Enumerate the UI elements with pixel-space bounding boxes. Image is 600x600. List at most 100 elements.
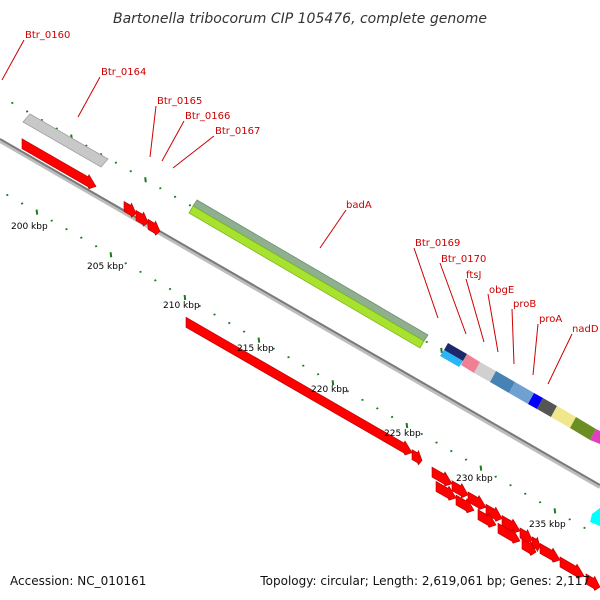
inner-minor-tick [361, 398, 364, 402]
gene-label-btr-0160: Btr_0160 [25, 30, 70, 41]
inner-minor-tick [80, 236, 83, 239]
cds-arrow [147, 218, 161, 236]
pink-gene [461, 354, 480, 373]
inner-major-tick [405, 422, 409, 429]
darkgrey-gene [537, 398, 557, 417]
inner-minor-tick [583, 526, 586, 530]
cds-arrows [21, 138, 600, 591]
accession-text: Accession: NC_010161 [10, 574, 147, 588]
gene-label-btr-0170: Btr_0170 [441, 254, 486, 265]
topology-summary-text: Topology: circular; Length: 2,619,061 bp… [260, 574, 590, 588]
inner-minor-tick [228, 321, 231, 325]
cds-arrow [477, 509, 497, 528]
inner-minor-tick [435, 441, 438, 444]
inner-minor-tick [450, 449, 453, 453]
inner-minor-tick [154, 279, 157, 282]
scale-label-230: 230 kbp [456, 474, 493, 484]
steelblue-gene-2 [509, 382, 534, 404]
inner-minor-tick [242, 330, 246, 333]
outer-minor-tick [129, 170, 132, 173]
backbone [0, 138, 600, 489]
inner-minor-tick [346, 390, 349, 393]
cyan-gene [440, 350, 463, 367]
cds-arrow [431, 466, 453, 487]
cds-arrow [451, 480, 469, 499]
gene-label-btr-0167: Btr_0167 [215, 126, 260, 137]
grey-feature-bar [22, 113, 109, 168]
inner-minor-tick [494, 475, 497, 478]
gene-label-btr-0169: Btr_0169 [415, 238, 460, 249]
lime-feature-bar [188, 205, 425, 349]
outer-major-tick [144, 177, 147, 183]
gene-label-proa: proA [539, 314, 562, 325]
cds-arrow [519, 527, 533, 545]
inner-minor-tick [139, 270, 142, 273]
inner-minor-tick [6, 193, 9, 197]
gene-label-obge: obgE [489, 285, 514, 296]
steelblue-gene-1 [490, 371, 515, 393]
gene-label-nadd: nadD [572, 324, 599, 335]
outer-minor-tick [11, 101, 14, 105]
outer-minor-tick [55, 127, 58, 130]
outer-major-tick [440, 347, 443, 354]
scale-label-210: 210 kbp [163, 301, 200, 311]
khaki-gene [551, 406, 576, 428]
label-leaders [1, 39, 573, 385]
inner-minor-tick [65, 228, 68, 231]
outer-minor-tick [25, 110, 29, 113]
gene-label-btr-0164: Btr_0164 [101, 67, 146, 78]
inner-minor-tick [198, 304, 201, 308]
scale-label-200: 200 kbp [11, 222, 48, 232]
cds-arrow [497, 522, 521, 544]
inner-minor-tick [376, 407, 379, 410]
inner-major-tick [109, 252, 113, 258]
cds-arrow [21, 138, 97, 190]
outer-minor-tick [99, 152, 103, 156]
cds-arrow [521, 538, 537, 556]
inner-minor-tick [509, 484, 512, 487]
scale-label-235: 235 kbp [529, 520, 566, 530]
magenta-gene [590, 429, 600, 444]
inner-minor-tick [568, 518, 571, 521]
inner-minor-tick [390, 415, 394, 419]
cds-arrow [135, 209, 149, 227]
feature-bars [22, 113, 429, 349]
map-title: Bartonella tribocorum CIP 105476, comple… [113, 11, 487, 27]
inner-minor-tick [124, 262, 127, 265]
blue-gene [528, 393, 543, 409]
inner-minor-tick [20, 202, 24, 205]
inner-minor-tick [272, 347, 275, 350]
gene-label-btr-0165: Btr_0165 [157, 96, 202, 107]
gene-labels: Btr_0160 Btr_0164 Btr_0165 Btr_0166 Btr_… [25, 30, 599, 335]
cds-arrow [435, 480, 457, 501]
cds-arrow [585, 573, 600, 591]
inner-tick-marks [6, 193, 586, 530]
lightgrey-gene [474, 362, 496, 382]
scale-labels: 200 kbp 205 kbp 210 kbp 215 kbp 220 kbp … [11, 222, 566, 530]
inner-minor-tick [538, 501, 542, 504]
outer-minor-tick [85, 144, 88, 147]
inner-minor-tick [316, 373, 320, 376]
cds-arrow [559, 556, 585, 579]
inner-major-tick [553, 508, 557, 514]
gene-label-btr-0166: Btr_0166 [185, 111, 230, 122]
outer-minor-tick [188, 204, 192, 207]
scale-label-220: 220 kbp [311, 385, 348, 395]
gene-label-prob: proB [513, 299, 536, 310]
colored-gene-blocks [440, 343, 600, 526]
cds-arrow [411, 449, 423, 466]
scale-label-205: 205 kbp [87, 262, 124, 272]
cds-arrow [123, 200, 137, 218]
outer-minor-tick [159, 187, 162, 190]
inner-minor-tick [287, 356, 290, 359]
inner-major-tick [479, 465, 483, 471]
outer-minor-tick [425, 340, 428, 344]
scale-label-215: 215 kbp [237, 344, 274, 354]
cds-arrow [455, 494, 475, 514]
outer-minor-tick [114, 161, 118, 164]
inner-minor-tick [420, 432, 423, 436]
inner-major-tick [331, 380, 335, 386]
inner-minor-tick [213, 313, 216, 316]
inner-major-tick [35, 209, 39, 215]
